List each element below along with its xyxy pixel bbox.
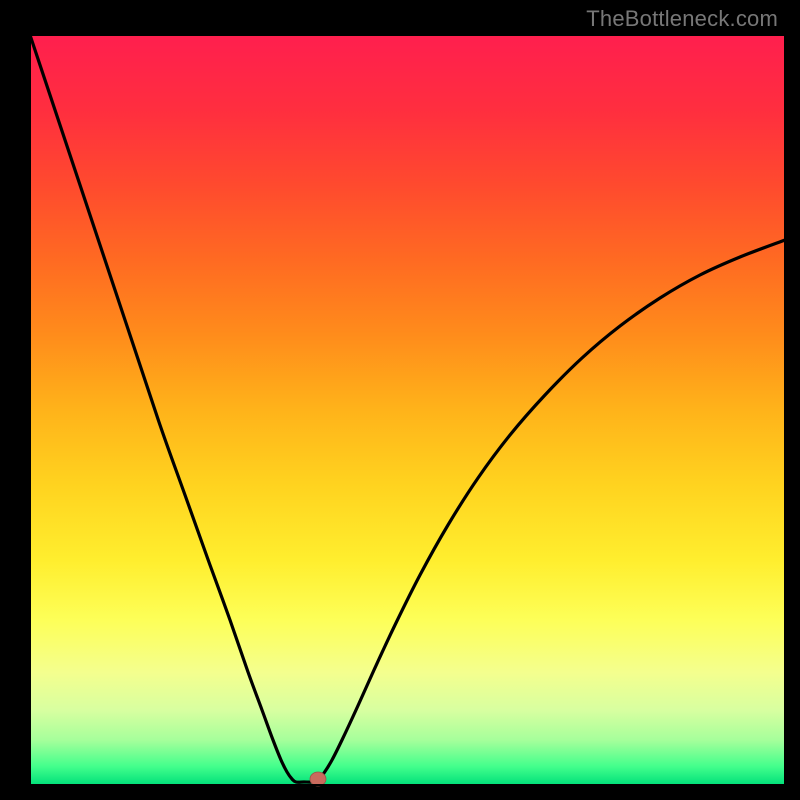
plot-background <box>30 35 785 785</box>
bottleneck-chart <box>0 0 800 800</box>
chart-container: TheBottleneck.com <box>0 0 800 800</box>
optimal-point-marker <box>310 772 326 786</box>
watermark-text: TheBottleneck.com <box>586 6 778 32</box>
